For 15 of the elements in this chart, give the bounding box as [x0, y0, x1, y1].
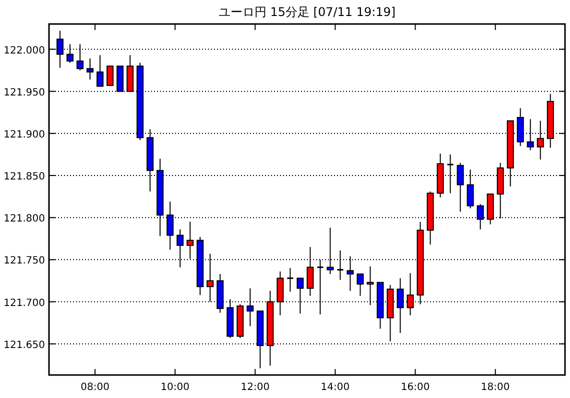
y-tick-label: 121.850 [4, 172, 45, 183]
x-tick-label: 08:00 [80, 382, 110, 393]
y-tick-label: 121.650 [4, 340, 45, 351]
x-tick-label: 14:00 [320, 382, 350, 393]
y-tick-label: 121.950 [4, 87, 45, 98]
y-tick-label: 121.750 [4, 256, 45, 267]
y-tick-label: 121.800 [4, 214, 45, 225]
chart-title: ユーロ円 15分足 [07/11 19:19] [218, 5, 396, 19]
y-tick-label: 121.700 [4, 298, 45, 309]
x-tick-label: 16:00 [400, 382, 430, 393]
y-tick-label: 121.900 [4, 129, 45, 140]
x-tick-label: 10:00 [160, 382, 190, 393]
y-tick-label: 122.000 [4, 45, 45, 56]
x-tick-label: 12:00 [240, 382, 270, 393]
x-tick-label: 18:00 [480, 382, 510, 393]
